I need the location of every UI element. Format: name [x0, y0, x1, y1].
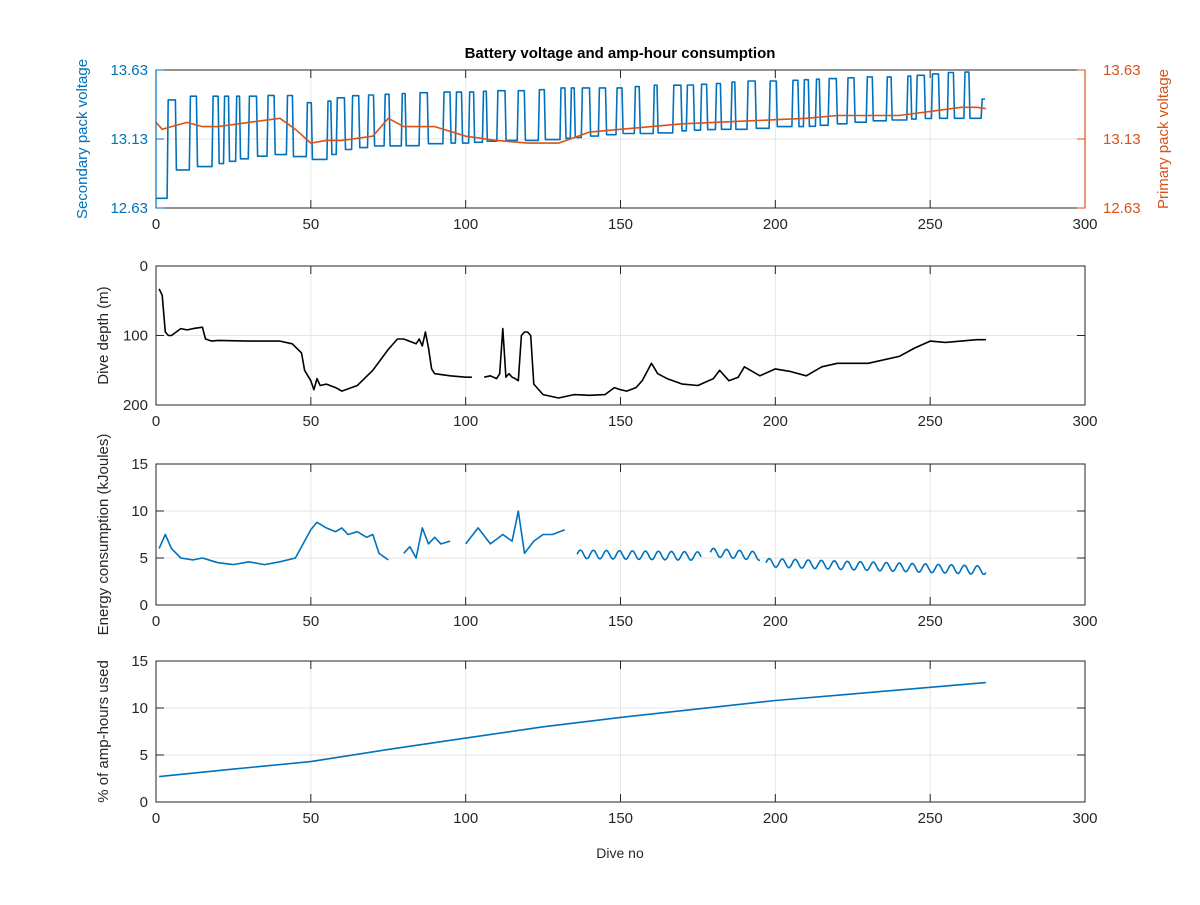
x-tick-label: 100 [453, 810, 478, 827]
y-axis-label: Energy consumption (kJoules) [95, 434, 112, 636]
y-tick-label: 5 [140, 550, 148, 567]
x-tick-label: 0 [152, 810, 160, 827]
x-tick-label: 250 [918, 216, 943, 233]
y-tick-label: 13.13 [110, 131, 148, 148]
x-tick-label: 200 [763, 810, 788, 827]
y-tick-label: 200 [123, 397, 148, 414]
y-tick-label: 10 [131, 503, 148, 520]
x-tick-label: 0 [152, 413, 160, 430]
x-tick-label: 50 [302, 810, 319, 827]
panel-1: 0 50 100 150 200 250 300 12.63 13.13 13.63 12.63 13… [74, 59, 1172, 233]
y-tick-label: 12.63 [110, 200, 148, 217]
series-line-2-segment-2 [709, 547, 761, 562]
x-tick-label: 300 [1072, 810, 1097, 827]
x-tick-label: 50 [302, 413, 319, 430]
y-tick-label: 15 [131, 653, 148, 670]
x-tick-label: 100 [453, 216, 478, 233]
y-tick-label: 5 [140, 747, 148, 764]
series-line-1-segment-1 [158, 288, 472, 392]
x-tick-label: 150 [608, 810, 633, 827]
x-tick-label: 100 [453, 413, 478, 430]
series-line-1-segment-2 [484, 327, 986, 399]
y-tick-label: 13.63 [110, 62, 148, 79]
x-tick-label: 250 [918, 413, 943, 430]
series-line-2-segment-1 [576, 549, 702, 562]
x-tick-label: 150 [608, 613, 633, 630]
series-group [158, 288, 986, 399]
y-tick-label: 0 [140, 258, 148, 275]
panel-2: 0 50 100 150 200 250 300 0 100 200 Dive depth (m) [95, 258, 1098, 430]
x-tick-label: 50 [302, 613, 319, 630]
series-group [159, 681, 986, 778]
y-tick-label: 10 [131, 700, 148, 717]
series-line-2 [156, 106, 987, 144]
x-tick-label: 300 [1072, 216, 1097, 233]
x-tick-label: 300 [1072, 413, 1097, 430]
y-right-tick-label: 12.63 [1103, 200, 1141, 217]
x-tick-label: 0 [152, 216, 160, 233]
series-group [156, 71, 987, 200]
x-axis-label: Dive no [596, 845, 644, 861]
y-tick-label: 15 [131, 456, 148, 473]
series-line-1-segment-1 [158, 521, 389, 566]
series-group [158, 510, 987, 576]
y-axis-label: Dive depth (m) [95, 286, 112, 384]
x-tick-label: 50 [302, 216, 319, 233]
y-tick-label: 100 [123, 328, 148, 345]
x-tick-label: 150 [608, 216, 633, 233]
y-axis-label: Secondary pack voltage [74, 59, 91, 219]
y-right-tick-label: 13.63 [1103, 62, 1141, 79]
y-tick-label: 0 [140, 597, 148, 614]
x-tick-label: 150 [608, 413, 633, 430]
x-tick-label: 250 [918, 613, 943, 630]
x-tick-label: 250 [918, 810, 943, 827]
series-line-1 [159, 681, 986, 778]
panel-4: 0 50 100 150 200 250 300 0 5 10 15 % of amp-hours u… [95, 653, 1098, 827]
series-line-2-segment-3 [765, 557, 987, 576]
x-tick-label: 100 [453, 613, 478, 630]
y-right-tick-label: 13.13 [1103, 131, 1141, 148]
y-tick-label: 0 [140, 794, 148, 811]
x-tick-label: 300 [1072, 613, 1097, 630]
chart-title: Battery voltage and amp-hour consumption [465, 45, 776, 62]
panel-3: 0 50 100 150 200 250 300 0 5 10 15 Energy consumpti… [95, 434, 1098, 636]
x-tick-label: 200 [763, 413, 788, 430]
y-axis-label: % of amp-hours used [95, 660, 112, 803]
x-tick-label: 0 [152, 613, 160, 630]
series-line-1 [156, 71, 985, 200]
x-tick-label: 200 [763, 613, 788, 630]
series-line-1-segment-3 [465, 510, 566, 555]
x-tick-label: 200 [763, 216, 788, 233]
y-right-axis-label: Primary pack voltage [1155, 69, 1172, 209]
series-line-1-segment-2 [403, 527, 451, 559]
